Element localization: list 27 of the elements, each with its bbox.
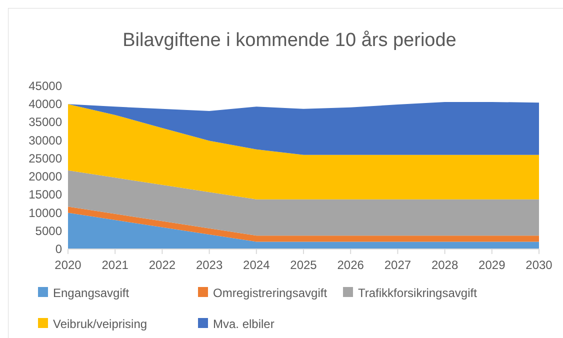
y-tick-label: 5000 [35,224,62,238]
legend-label: Veibruk/veiprising [53,317,148,331]
y-tick-label: 25000 [28,151,62,166]
x-tick-label: 2024 [243,258,270,272]
x-tick-label: 2021 [102,258,129,272]
legend-label: Trafikkforsikringsavgift [358,286,478,300]
x-tick-label: 2020 [54,258,82,272]
x-tick-label: 2029 [478,258,506,272]
y-tick-label: 15000 [28,188,62,202]
legend-label: Omregistreringsavgift [213,286,328,300]
x-tick-label: 2030 [526,258,553,272]
x-tick-label: 2025 [290,258,318,272]
x-tick-label: 2023 [196,258,223,272]
y-tick-label: 20000 [28,170,62,184]
y-tick-label: 0 [55,242,62,256]
x-tick-label: 2026 [337,258,364,272]
legend-label: Engangsavgift [53,286,130,300]
x-tick-label: 2022 [148,258,176,272]
x-tick-label: 2027 [384,258,412,272]
y-tick-label: 30000 [28,133,62,148]
y-tick-label: 45000 [28,79,62,93]
chart-title: Bilavgiftene i kommende 10 års periode [122,30,456,51]
y-tick-label: 40000 [28,97,62,112]
y-tick-label: 35000 [28,115,62,130]
x-tick-label: 2028 [431,258,458,272]
legend-label: Mva. elbiler [213,317,274,331]
y-tick-label: 10000 [28,206,62,220]
